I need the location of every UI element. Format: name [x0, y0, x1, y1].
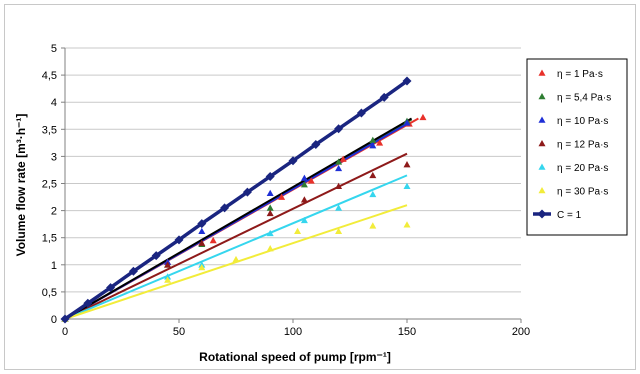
x-tick-label: 100 — [284, 326, 302, 338]
legend-box — [526, 58, 628, 236]
legend-swatch-marker — [537, 209, 547, 219]
data-point — [174, 235, 184, 245]
data-point — [369, 222, 377, 229]
data-point — [403, 182, 411, 190]
x-tick-label: 150 — [398, 326, 416, 338]
chart-svg: 00,511,522,533,544,550 50 100 150 200 Rotati… — [14, 43, 628, 364]
data-point — [232, 255, 240, 263]
data-point — [265, 171, 275, 181]
fit-lines — [64, 79, 419, 321]
y-tick-label: 1 — [51, 260, 57, 272]
x-tick-label: 200 — [512, 326, 530, 338]
fit-line — [64, 152, 408, 320]
y-tick-label: 3,5 — [42, 124, 57, 136]
tick-labels: 00,511,522,533,544,550 50 100 150 200 — [42, 43, 530, 338]
data-point — [300, 196, 308, 203]
legend-swatch-marker — [538, 187, 546, 194]
data-point — [209, 236, 217, 244]
legend-swatch-marker — [538, 93, 546, 100]
data-point — [403, 119, 411, 126]
legend-label: η = 20 Pa·s — [557, 163, 608, 174]
data-point — [369, 190, 377, 198]
fit-line — [64, 174, 408, 320]
data-point — [198, 264, 206, 271]
data-point — [376, 139, 384, 146]
x-tick-label: 0 — [62, 326, 68, 338]
data-point — [198, 227, 206, 234]
data-point — [369, 171, 377, 179]
data-point — [242, 187, 252, 197]
data-point — [266, 209, 274, 217]
data-point — [300, 181, 308, 188]
data-point — [151, 251, 161, 261]
data-point — [266, 245, 274, 252]
data-point — [197, 219, 207, 229]
data-point — [60, 314, 70, 324]
data-point — [164, 273, 172, 280]
y-tick-label: 0 — [51, 314, 57, 326]
legend-swatch-marker — [538, 69, 546, 76]
data-points — [60, 76, 427, 324]
data-point — [83, 298, 93, 308]
legend-label: η = 10 Pa·s — [557, 116, 608, 127]
data-point — [266, 189, 274, 197]
legend: η = 1 Pa·s η = 5,4 Pa·s η = 10 Pa·s η = 12 … — [526, 58, 628, 236]
y-tick-label: 2,5 — [42, 179, 57, 191]
chart-frame: 0 0,5 1 1,5 2 2,5 3 3,5 4 4,5 5 0 50 100 150 200 Rotati… — [4, 4, 636, 370]
data-point — [369, 136, 377, 143]
x-tick-label: 50 — [173, 326, 185, 338]
plot-frame — [61, 47, 522, 323]
data-point — [220, 203, 230, 213]
data-point — [403, 221, 411, 228]
legend-swatch-marker — [538, 116, 546, 123]
data-point — [335, 204, 343, 211]
data-point — [339, 155, 347, 162]
data-point — [334, 124, 344, 134]
data-point — [300, 216, 308, 224]
data-point — [335, 164, 343, 172]
y-tick-label: 4 — [51, 97, 57, 109]
data-point — [198, 239, 206, 246]
legend-label: C = 1 — [557, 210, 582, 221]
data-point — [356, 108, 366, 118]
data-point — [266, 229, 274, 237]
data-point — [300, 174, 308, 181]
reference-line — [64, 117, 413, 320]
y-tick-label: 0,5 — [42, 287, 57, 299]
data-point — [403, 161, 411, 168]
legend-label: η = 30 Pa·s — [557, 187, 608, 198]
data-point — [419, 113, 427, 121]
data-point — [288, 156, 298, 166]
data-point — [402, 76, 412, 86]
data-point — [128, 266, 138, 276]
y-axis-title: Volume flow rate [m³·h⁻¹] — [14, 114, 28, 257]
grid-layer — [65, 47, 521, 293]
legend-swatch-marker — [538, 140, 546, 147]
legend-swatch-marker — [538, 163, 546, 170]
y-tick-label: 3 — [51, 151, 57, 163]
data-point — [164, 261, 172, 268]
legend-label: η = 5,4 Pa·s — [557, 93, 611, 104]
y-tick-label: 5 — [51, 43, 57, 55]
legend-label: η = 1 Pa·s — [557, 69, 603, 80]
data-point — [266, 204, 274, 211]
legend-label: η = 12 Pa·s — [557, 140, 608, 151]
data-point — [106, 283, 116, 293]
data-point — [307, 177, 315, 184]
data-point — [369, 142, 377, 149]
data-point — [294, 227, 302, 234]
data-point — [335, 227, 343, 234]
series-line — [64, 79, 409, 321]
data-point — [335, 158, 343, 165]
x-axis-title: Rotational speed of pump [rpm⁻¹] — [199, 350, 391, 364]
y-tick-label: 1,5 — [42, 233, 57, 245]
data-point — [311, 139, 321, 149]
data-point — [278, 193, 286, 200]
data-point — [379, 92, 389, 102]
data-point — [164, 276, 172, 283]
y-tick-label: 4,5 — [42, 70, 57, 82]
y-tick-label: 2 — [51, 206, 57, 218]
data-point — [335, 182, 343, 190]
